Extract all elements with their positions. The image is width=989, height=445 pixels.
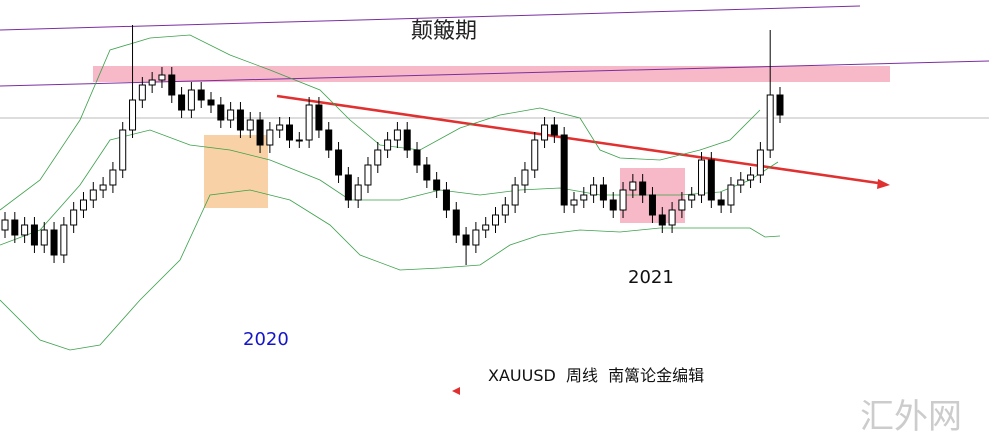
candle-body [256,119,264,146]
candle-body [766,94,774,151]
candle-body [423,164,431,181]
candle-body [492,214,500,226]
candle-body [109,169,117,186]
candle-body [639,181,647,196]
annotation: 2020 [243,329,289,350]
candle-body [776,94,784,116]
candle-body [325,129,333,151]
candle-body [521,169,529,186]
chart-title: 颠簸期 [411,19,477,44]
candle-body [482,224,490,231]
candle-body [207,99,215,106]
trend-line [0,60,989,87]
candle-body [217,104,225,121]
candle-body [560,134,568,206]
candle-body [472,229,480,246]
candle-body [89,189,97,201]
candle-body [393,129,401,141]
candle-body [541,124,549,141]
candle-body [40,229,48,246]
candle-body [315,104,323,131]
candle-body [384,139,392,151]
candle-body [50,229,58,256]
candle-body [79,199,87,211]
candle-body [276,124,284,131]
candle-body [570,199,578,206]
candle-body [30,224,38,246]
candle-body [178,94,186,111]
candle-body [433,179,441,191]
band-upper [0,34,761,211]
marker [452,387,460,395]
candle-body [70,209,78,226]
watermark: 汇外网 [860,397,962,437]
highlight-zone [204,135,268,208]
candle-body [138,84,146,101]
candle-body [364,164,372,186]
candle-body [129,99,137,131]
candle-body [462,234,470,246]
candle-body [99,184,107,191]
candle-body [148,79,156,86]
band-lower [0,189,781,351]
candle-body [609,199,617,211]
trend-arrow [276,94,886,186]
candle-body [688,194,696,201]
candle-body [531,139,539,171]
candle-body [501,204,509,216]
candle-body [717,199,725,206]
candle-body [737,179,745,186]
candle-body [452,209,460,236]
candle-body [648,194,656,216]
candle-body [442,189,450,211]
candle-body [335,149,343,176]
candle-body [246,119,254,131]
candle-body [187,89,195,111]
candle-body [60,224,68,256]
candle-body [285,124,293,141]
candle-body [658,214,666,226]
candle-body [580,194,588,201]
candle-body [668,209,676,226]
candle-body [236,109,244,131]
candle-body [707,159,715,201]
annotation: XAUUSD 周线 南篱论金编辑 [488,366,704,385]
candle-body [374,149,382,166]
candle-body [727,184,735,206]
candle-body [344,174,352,201]
candle-body [227,109,235,121]
candle-body [629,181,637,191]
candle-body [21,224,29,236]
candle-body [698,159,706,196]
arrow-head [877,179,890,189]
candle-body [413,149,421,166]
candle-body [354,184,362,201]
candle-body [599,184,607,201]
candle-body [119,129,127,171]
annotation: 2021 [628,267,674,288]
candle-body [619,189,627,211]
trend-line [0,5,861,31]
candle-body [295,139,303,142]
candle-body [158,74,166,81]
candle-body [1,219,9,231]
candle-body [590,184,598,196]
candle-body [305,104,313,141]
candle-body [511,184,519,206]
candle-body [168,74,176,96]
candle-body [403,129,411,151]
candle-body [747,174,755,181]
candle-body [756,149,764,176]
candle-body [266,129,274,146]
candle-body [11,219,19,236]
candle-body [550,124,558,136]
candle-body [678,199,686,211]
candle-body [197,89,205,101]
